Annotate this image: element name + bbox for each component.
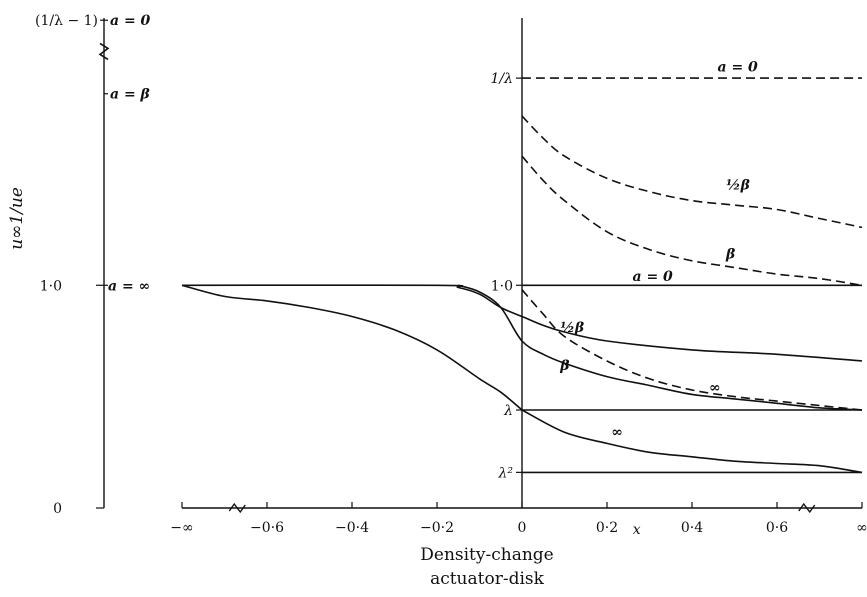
series-line: [181, 284, 523, 411]
y-axis-break-marker: [98, 42, 110, 61]
x-tick-label: 0: [518, 520, 527, 536]
x-tick-label: −0·4: [335, 520, 369, 536]
y-side-label: a = 0: [110, 13, 151, 29]
x-tick-label: −∞: [170, 520, 193, 536]
curve-label: a = 0: [633, 269, 674, 285]
series-line: [521, 289, 863, 411]
labels-group: −∞ −0·6 −0·4 −0·2 0 0·2 0·4 0·6 ∞ x 0 1·0 (1/λ − 1) a…: [7, 13, 867, 589]
curve-label: a = 0: [718, 59, 759, 75]
x-tick-label: 0·6: [766, 520, 788, 536]
curve-label: ½β: [560, 320, 585, 336]
series-line: [521, 115, 863, 229]
x-tick-label: −0·2: [420, 520, 454, 536]
y-side-label: a = ∞: [108, 278, 150, 294]
series-line: [181, 284, 863, 362]
x-axis-label: x: [633, 522, 641, 538]
y-axis-label: u∞1/ue: [7, 187, 27, 250]
curve-label: β: [559, 358, 570, 374]
curve-label: ∞: [709, 380, 721, 396]
y-side-label: a = β: [110, 87, 151, 103]
curve-label: ½β: [726, 178, 751, 194]
inner-axis-label: λ²: [498, 465, 514, 481]
x-tick-label: 0·4: [681, 520, 703, 536]
series-line: [521, 409, 863, 474]
inner-axis-label: 1/λ: [491, 71, 514, 87]
caption-line: actuator-disk: [430, 569, 545, 589]
series-line: [458, 284, 863, 411]
x-tick-label: ∞: [856, 520, 867, 536]
x-tick-label: 0·2: [596, 520, 618, 536]
series-line: [521, 155, 863, 287]
curve-label: ∞: [611, 425, 623, 441]
y-tick-label: 1·0: [40, 278, 62, 294]
inner-axis-label: 1·0: [491, 278, 513, 294]
axes-group: [96, 18, 863, 514]
x-tick-label: −0·6: [250, 520, 284, 536]
curve-label: β: [725, 247, 736, 263]
y-side-label: (1/λ − 1): [35, 13, 98, 29]
series-group: [181, 77, 863, 474]
y-tick-label: 0: [53, 501, 62, 517]
x-axis-break-right: [798, 502, 816, 514]
x-axis-break-left: [228, 502, 246, 514]
inner-axis-label: λ: [503, 403, 513, 419]
caption-line: Density-change: [420, 545, 553, 565]
